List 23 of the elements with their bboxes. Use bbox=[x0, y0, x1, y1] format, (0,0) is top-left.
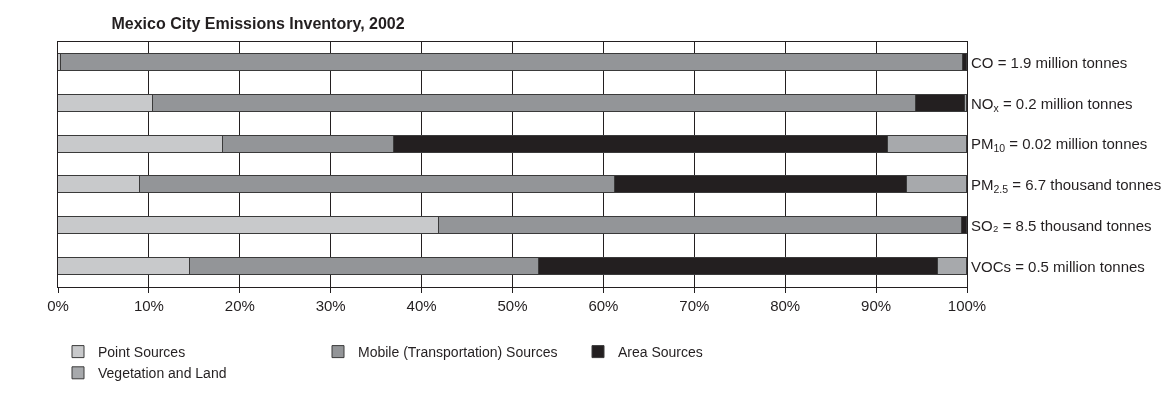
legend-label: Point Sources bbox=[98, 344, 186, 361]
y-tick-label: CO = 1.9 million tonnes bbox=[971, 53, 1128, 71]
legend-label: Vegetation and Land bbox=[98, 365, 227, 382]
x-tick-label: 100% bbox=[947, 297, 987, 314]
x-tick-label: 20% bbox=[224, 297, 255, 314]
x-tick-label: 30% bbox=[315, 297, 346, 314]
x-tick-label: 60% bbox=[588, 297, 619, 314]
x-tick-label: 80% bbox=[770, 297, 801, 314]
y-tick-label: SO₂ = 8.5 thousand tonnes bbox=[971, 217, 1152, 234]
legend-label: Mobile (Transportation) Sources bbox=[358, 344, 558, 361]
y-tick-label: PM$_{2.5}$ = 6.7 thousand tonnes bbox=[971, 176, 1162, 196]
bar bbox=[60, 53, 963, 71]
y-tick-label: NO$_{x}$ = 0.2 million tonnes bbox=[971, 94, 1133, 114]
y-tick-label: PM$_{10}$ = 0.02 million tonnes bbox=[971, 135, 1148, 155]
x-tick-label: 50% bbox=[497, 297, 528, 314]
x-tick-label: 40% bbox=[406, 297, 437, 314]
y-tick-label: VOCs = 0.5 million tonnes bbox=[971, 257, 1145, 275]
legend-label: Area Sources bbox=[618, 344, 703, 361]
x-tick-label: 70% bbox=[679, 297, 710, 314]
x-tick-label: 90% bbox=[861, 297, 892, 314]
chart-title: Mexico City Emissions Inventory, 2002 bbox=[111, 15, 405, 33]
x-tick-label: 0% bbox=[47, 297, 69, 314]
x-tick-label: 10% bbox=[133, 297, 164, 314]
